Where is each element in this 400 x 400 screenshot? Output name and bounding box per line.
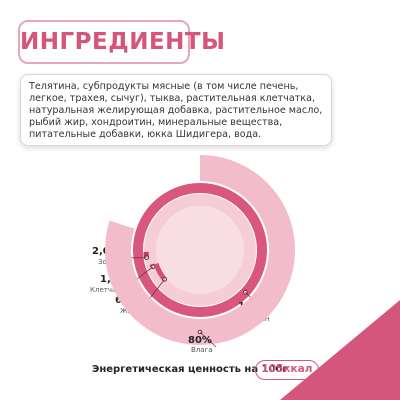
ingredients-text: Телятина, субпродукты мясные (в том числ… — [20, 74, 332, 146]
segment — [105, 155, 295, 345]
center-disc — [156, 206, 244, 294]
inner-ring — [133, 183, 267, 317]
category-label: Клетчатка — [90, 286, 129, 294]
energy-value: 105ккал — [255, 360, 319, 380]
energy-label: Энергетическая ценность на 100г — [92, 364, 288, 375]
value-label: 80% — [188, 335, 212, 346]
category-label: Влага — [191, 346, 213, 354]
leader-line — [199, 331, 217, 348]
corner-decoration — [280, 300, 400, 400]
title: ИНГРЕДИЕНТЫ — [18, 20, 225, 64]
